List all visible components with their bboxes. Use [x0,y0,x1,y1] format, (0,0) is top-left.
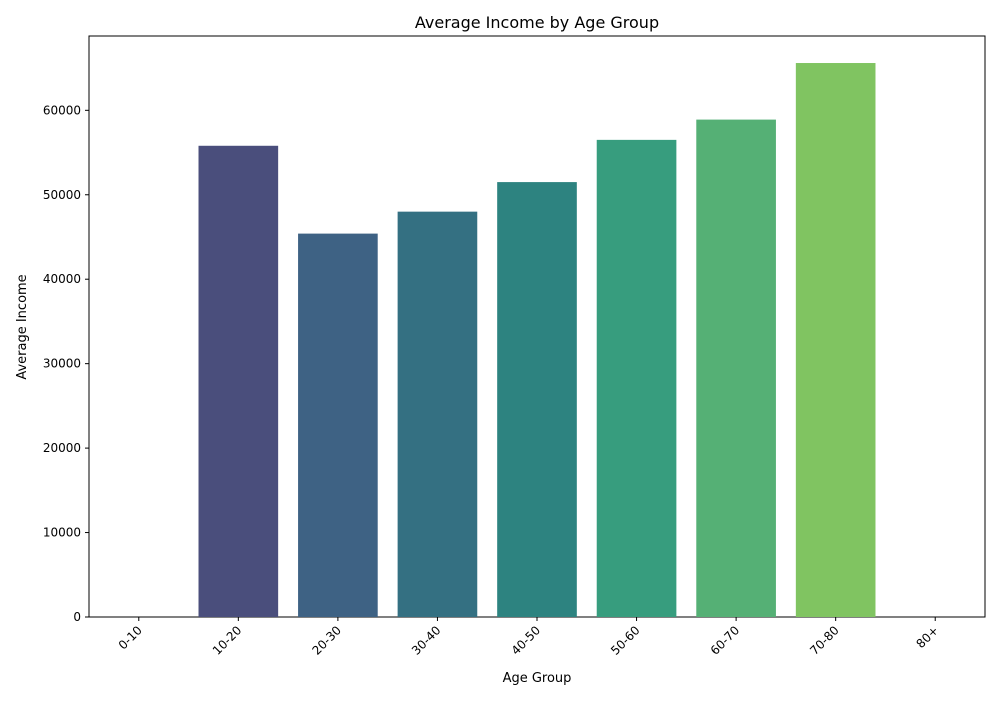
bar-10-20 [198,145,279,617]
y-tick-label: 0 [73,610,81,624]
bar-30-40 [397,211,478,617]
y-tick-label: 30000 [43,357,81,371]
x-tick-label: 10-20 [210,623,245,658]
x-axis: 0-10 10-20 20-30 30-40 40-50 50-60 60-70 70-80 8… [116,617,942,658]
y-tick-label: 60000 [43,103,81,117]
y-tick-label: 10000 [43,526,81,540]
x-tick-label: 60-70 [708,623,743,658]
x-tick-label: 30-40 [409,623,444,658]
chart-title: Average Income by Age Group [415,13,659,32]
bar-40-50 [497,182,577,617]
bar-20-30 [298,233,378,618]
bar-60-70 [696,119,776,617]
x-tick-label: 20-30 [309,623,344,658]
x-tick-label: 0-10 [116,623,145,652]
y-axis: 0 10000 20000 30000 40000 50000 60000 [43,103,89,624]
x-tick-label: 70-80 [807,623,842,658]
x-tick-label: 40-50 [509,623,544,658]
x-axis-label: Age Group [503,671,572,686]
bar-group [198,63,876,618]
y-tick-label: 40000 [43,272,81,286]
x-tick-label: 50-60 [608,623,643,658]
bar-70-80 [795,63,876,617]
y-axis-label: Average Income [15,274,30,379]
y-tick-label: 50000 [43,188,81,202]
x-tick-label: 80+ [914,623,942,651]
bar-50-60 [596,139,677,617]
y-tick-label: 20000 [43,441,81,455]
